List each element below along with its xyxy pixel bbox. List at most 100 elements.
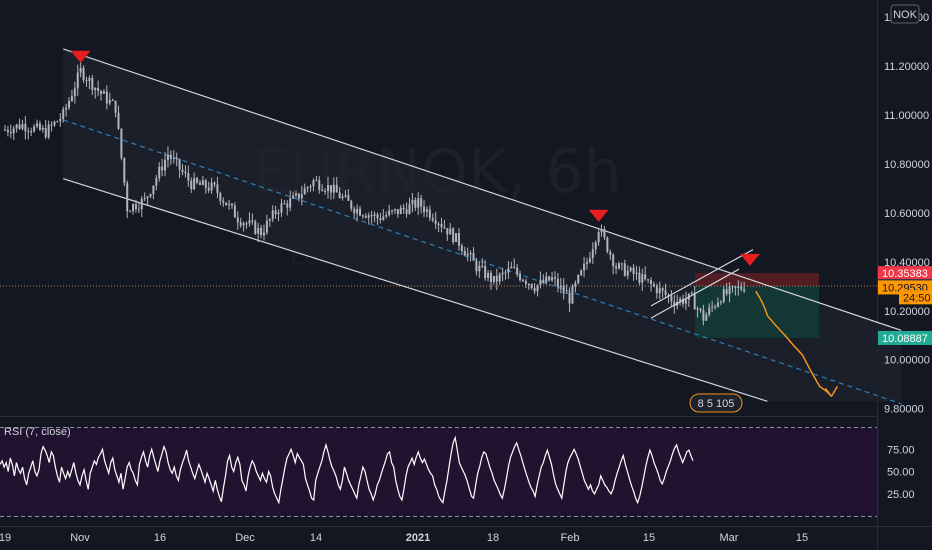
candle-body xyxy=(315,180,318,182)
top-marker-2[interactable] xyxy=(588,209,609,222)
candle-body xyxy=(670,296,673,302)
rising-channel-upper[interactable] xyxy=(650,249,754,307)
candle-body xyxy=(306,187,309,189)
candle-body xyxy=(530,283,533,289)
candle-body xyxy=(274,210,277,215)
candle-body xyxy=(385,215,388,217)
candle-body xyxy=(446,228,449,235)
price-axis[interactable]: 11.4000011.2000011.0000010.8000010.60000… xyxy=(884,12,930,416)
candle-body xyxy=(236,217,239,223)
candles[interactable] xyxy=(4,62,746,326)
time-axis[interactable]: 19 Nov 16 Dec 14 2021 18 Feb 15 Mar 15 xyxy=(0,532,808,544)
candle-body xyxy=(105,91,108,104)
candle-body xyxy=(632,267,635,274)
candle-body xyxy=(152,185,155,195)
candle-body xyxy=(286,203,289,208)
candle-body xyxy=(725,289,728,294)
candle-body xyxy=(484,265,487,279)
candle-body xyxy=(164,159,167,171)
candle-body xyxy=(91,77,94,91)
candle-body xyxy=(242,223,245,226)
candle-body xyxy=(53,121,56,126)
candle-body xyxy=(359,208,362,216)
candle-body xyxy=(487,272,490,279)
candle-body xyxy=(542,279,545,283)
candle-body xyxy=(728,286,731,294)
time-tick-label: Feb xyxy=(561,532,580,544)
candle-body xyxy=(62,109,65,119)
candle-body xyxy=(580,270,583,276)
candle-body xyxy=(737,286,740,288)
candle-body xyxy=(524,280,527,284)
events-badge[interactable]: 8 5 105 xyxy=(689,393,743,413)
candle-body xyxy=(132,204,135,212)
rsi-line[interactable] xyxy=(0,435,694,505)
candle-body xyxy=(696,308,699,310)
candle-body xyxy=(472,253,475,261)
rising-channel-lower[interactable] xyxy=(650,268,740,319)
projection-path[interactable] xyxy=(755,290,833,397)
candle-body xyxy=(586,262,588,264)
candle-body xyxy=(47,124,50,138)
candle-body xyxy=(201,180,204,186)
candle-body xyxy=(245,223,248,225)
candle-body xyxy=(120,128,123,158)
candle-body xyxy=(652,284,655,287)
currency-badge[interactable]: NOK xyxy=(890,4,920,24)
candle-body xyxy=(393,209,396,211)
rsi-pane[interactable] xyxy=(0,435,694,505)
candle-body xyxy=(149,194,152,197)
currency-badge-label: NOK xyxy=(893,9,918,21)
candle-body xyxy=(405,209,408,214)
candle-body xyxy=(492,275,495,283)
candle-body xyxy=(271,210,274,220)
candle-body xyxy=(161,166,164,171)
top-marker-1[interactable] xyxy=(70,50,91,63)
candle-body xyxy=(65,107,68,110)
channel-upper-line[interactable] xyxy=(63,48,902,331)
stop-loss-zone[interactable] xyxy=(695,273,819,287)
candle-body xyxy=(588,258,591,263)
candle-body xyxy=(615,266,618,269)
candle-body xyxy=(324,190,327,192)
channel-fill xyxy=(63,48,902,402)
candle-body xyxy=(402,207,405,210)
candle-body xyxy=(440,223,443,228)
candle-body xyxy=(679,298,682,302)
top-marker-3[interactable] xyxy=(739,253,760,266)
candle-body xyxy=(638,272,641,283)
channel-lower-line[interactable] xyxy=(63,178,768,402)
take-profit-zone[interactable] xyxy=(695,286,819,338)
rsi-tick-label: 25.00 xyxy=(887,489,915,501)
candle-body xyxy=(620,263,623,265)
time-tick-label: 15 xyxy=(796,532,808,544)
candle-body xyxy=(434,220,437,224)
candle-body xyxy=(117,112,120,129)
candle-body xyxy=(565,292,568,294)
candle-body xyxy=(452,228,455,243)
candle-body xyxy=(577,275,580,283)
candle-body xyxy=(41,127,44,130)
candle-body xyxy=(327,185,330,192)
candle-body xyxy=(388,210,391,216)
time-tick-label: 16 xyxy=(154,532,166,544)
candle-body xyxy=(420,198,423,207)
time-tick-label: 14 xyxy=(310,532,322,544)
candle-body xyxy=(650,280,653,285)
candle-body xyxy=(519,273,522,280)
candle-body xyxy=(184,171,187,174)
price-tick-label: 10.40000 xyxy=(884,257,930,269)
price-label-5: 10.08887 xyxy=(882,333,928,345)
candle-body xyxy=(699,308,702,311)
candle-body xyxy=(516,267,519,274)
candle-body xyxy=(481,265,484,267)
price-pane[interactable] xyxy=(0,48,902,405)
candle-body xyxy=(521,279,524,281)
candle-body xyxy=(527,283,530,285)
candle-body xyxy=(280,203,283,213)
candle-body xyxy=(635,272,638,274)
candle-body xyxy=(225,202,228,206)
candle-body xyxy=(356,208,359,214)
candle-body xyxy=(382,216,385,220)
candle-body xyxy=(239,222,242,226)
